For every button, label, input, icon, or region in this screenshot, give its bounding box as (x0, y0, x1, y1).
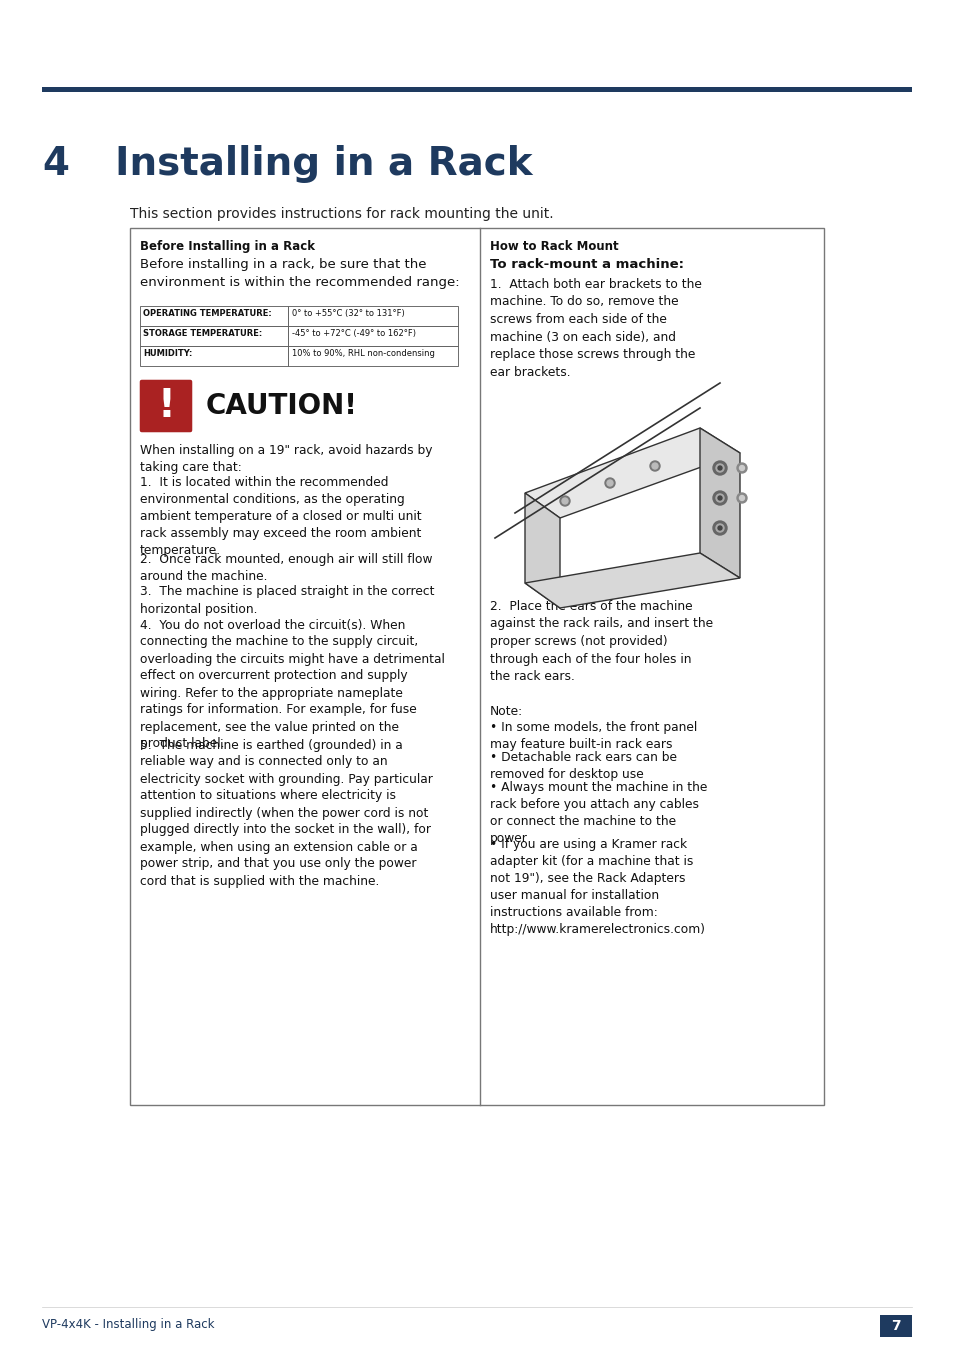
Text: HUMIDITY:: HUMIDITY: (143, 349, 193, 357)
Text: When installing on a 19" rack, avoid hazards by
taking care that:: When installing on a 19" rack, avoid haz… (140, 444, 432, 474)
Text: STORAGE TEMPERATURE:: STORAGE TEMPERATURE: (143, 329, 262, 338)
Text: OPERATING TEMPERATURE:: OPERATING TEMPERATURE: (143, 309, 272, 318)
Polygon shape (700, 428, 740, 578)
Bar (140, 326, 288, 347)
Bar (42, 87, 911, 92)
Text: Before installing in a rack, be sure that the
environment is within the recommen: Before installing in a rack, be sure tha… (140, 259, 459, 288)
Circle shape (716, 524, 723, 532)
Circle shape (604, 478, 615, 487)
Circle shape (716, 494, 723, 502)
Circle shape (606, 481, 613, 486)
Circle shape (716, 464, 723, 473)
Text: 1.  It is located within the recommended
environmental conditions, as the operat: 1. It is located within the recommended … (140, 477, 421, 556)
Circle shape (737, 493, 746, 502)
Text: 2.  Place the ears of the machine
against the rack rails, and insert the
proper : 2. Place the ears of the machine against… (490, 600, 713, 682)
Text: • Detachable rack ears can be
removed for desktop use: • Detachable rack ears can be removed fo… (490, 751, 677, 781)
Text: !: ! (157, 387, 174, 425)
Circle shape (718, 525, 721, 529)
Circle shape (718, 496, 721, 500)
Text: CAUTION!: CAUTION! (206, 393, 357, 420)
Bar (130, 227, 823, 1105)
Text: 3.  The machine is placed straight in the correct
horizontal position.: 3. The machine is placed straight in the… (140, 585, 434, 616)
Bar (140, 347, 288, 366)
Text: • In some models, the front panel
may feature built-in rack ears: • In some models, the front panel may fe… (490, 720, 697, 751)
Circle shape (712, 521, 726, 535)
Text: 2.  Once rack mounted, enough air will still flow
around the machine.: 2. Once rack mounted, enough air will st… (140, 552, 432, 582)
Text: 5.  The machine is earthed (grounded) in a
reliable way and is connected only to: 5. The machine is earthed (grounded) in … (140, 738, 433, 887)
Text: This section provides instructions for rack mounting the unit.: This section provides instructions for r… (130, 207, 553, 221)
Circle shape (718, 466, 721, 470)
Circle shape (649, 460, 659, 471)
Bar (495, 383, 794, 588)
Text: • Always mount the machine in the
rack before you attach any cables
or connect t: • Always mount the machine in the rack b… (490, 781, 706, 845)
Text: 1.  Attach both ear brackets to the
machine. To do so, remove the
screws from ea: 1. Attach both ear brackets to the machi… (490, 278, 701, 379)
Text: 0° to +55°C (32° to 131°F): 0° to +55°C (32° to 131°F) (292, 309, 404, 318)
Text: -45° to +72°C (-49° to 162°F): -45° to +72°C (-49° to 162°F) (292, 329, 416, 338)
Text: To rack-mount a machine:: To rack-mount a machine: (490, 259, 683, 271)
Text: 4: 4 (42, 145, 69, 183)
Circle shape (712, 460, 726, 475)
Text: Before Installing in a Rack: Before Installing in a Rack (140, 240, 314, 253)
Text: Note:: Note: (490, 705, 522, 718)
Circle shape (559, 496, 569, 506)
Circle shape (712, 492, 726, 505)
Polygon shape (524, 552, 740, 608)
Circle shape (739, 496, 743, 501)
Polygon shape (524, 493, 559, 608)
Bar (288, 347, 457, 366)
Text: VP-4x4K - Installing in a Rack: VP-4x4K - Installing in a Rack (42, 1317, 214, 1331)
Text: 7: 7 (890, 1319, 900, 1332)
Bar (288, 326, 457, 347)
Circle shape (739, 466, 743, 470)
Text: 4.  You do not overload the circuit(s). When
connecting the machine to the suppl: 4. You do not overload the circuit(s). W… (140, 619, 444, 750)
Text: 10% to 90%, RHL non-condensing: 10% to 90%, RHL non-condensing (292, 349, 435, 357)
Text: How to Rack Mount: How to Rack Mount (490, 240, 618, 253)
Polygon shape (524, 428, 740, 519)
FancyBboxPatch shape (138, 378, 193, 435)
Circle shape (561, 498, 567, 504)
Circle shape (651, 463, 658, 468)
Bar (879, 1315, 911, 1336)
Text: Installing in a Rack: Installing in a Rack (115, 145, 532, 183)
Bar (288, 306, 457, 326)
Bar (140, 306, 288, 326)
Text: • If you are using a Kramer rack
adapter kit (for a machine that is
not 19"), se: • If you are using a Kramer rack adapter… (490, 838, 705, 936)
Circle shape (737, 463, 746, 473)
